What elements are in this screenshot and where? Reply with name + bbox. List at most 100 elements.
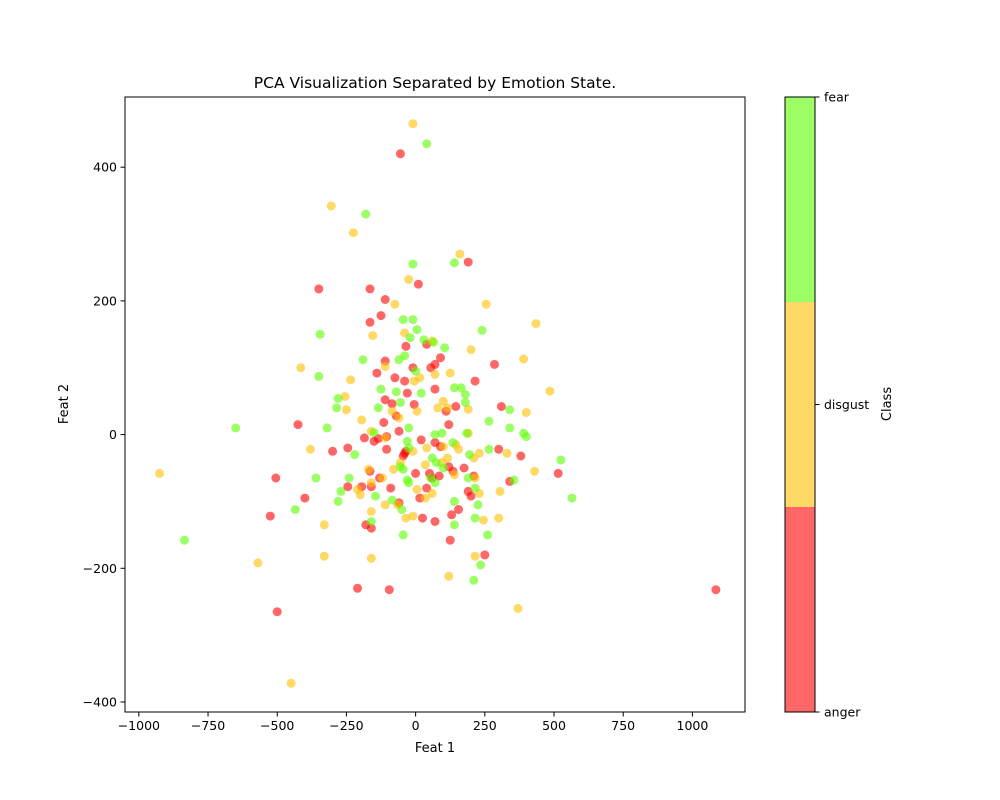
data-point-disgust	[438, 396, 448, 406]
colorbar: anger disgust fear	[784, 90, 869, 720]
data-point-disgust	[422, 443, 432, 453]
data-point-fear	[440, 343, 450, 353]
data-point-fear	[397, 505, 407, 514]
data-point-disgust	[545, 386, 555, 396]
data-point-anger	[418, 513, 427, 523]
colorbar-segment-disgust	[785, 302, 815, 507]
data-point-fear	[465, 450, 475, 460]
x-tick-label: −250	[329, 718, 363, 733]
data-point-fear	[408, 315, 418, 325]
data-point-disgust	[340, 392, 350, 401]
x-axis-ticks: −1000 −750 −500 −250 0 250 500 750 1000	[118, 712, 709, 733]
data-point-disgust	[433, 403, 443, 413]
data-point-disgust	[366, 507, 376, 516]
y-tick-label: 400	[93, 160, 117, 175]
data-point-fear	[398, 464, 408, 474]
data-point-anger	[411, 468, 421, 478]
data-point-anger	[400, 376, 410, 386]
data-point-anger	[365, 284, 375, 294]
data-point-anger	[494, 444, 504, 454]
data-point-fear	[473, 500, 483, 510]
data-point-disgust	[502, 448, 512, 458]
data-point-disgust	[478, 515, 488, 525]
data-point-disgust	[366, 478, 376, 488]
data-point-fear	[402, 436, 412, 446]
data-point-disgust	[253, 558, 263, 568]
data-point-disgust	[348, 228, 358, 238]
data-point-fear	[431, 458, 441, 468]
x-tick-label: 500	[542, 718, 566, 733]
data-point-disgust	[341, 405, 351, 415]
data-point-disgust	[420, 493, 430, 503]
colorbar-label: Class	[880, 387, 895, 421]
data-point-disgust	[286, 678, 296, 688]
data-point-anger	[445, 535, 455, 545]
data-point-anger	[394, 426, 404, 436]
data-point-fear	[448, 438, 458, 448]
data-point-disgust	[408, 511, 418, 521]
data-point-disgust	[494, 513, 504, 523]
data-point-anger	[516, 451, 526, 461]
y-tick-label: 200	[93, 293, 117, 308]
data-point-disgust	[474, 448, 484, 458]
data-point-fear	[387, 495, 397, 505]
scatter-points	[155, 119, 721, 688]
data-point-anger	[380, 395, 390, 405]
data-point-fear	[391, 387, 401, 397]
data-point-fear	[430, 430, 440, 440]
data-point-disgust	[380, 361, 390, 371]
data-point-anger	[401, 341, 411, 351]
data-point-fear	[476, 560, 486, 570]
data-point-anger	[459, 463, 469, 473]
data-point-anger	[430, 517, 440, 526]
data-point-fear	[180, 535, 189, 545]
data-point-fear	[332, 403, 342, 413]
data-point-anger	[265, 511, 275, 521]
colorbar-tick-label: anger	[824, 705, 861, 720]
data-point-anger	[413, 279, 423, 289]
data-point-anger	[380, 295, 390, 304]
data-point-fear	[505, 405, 515, 415]
data-point-anger	[416, 435, 426, 445]
data-point-disgust	[530, 466, 540, 476]
data-point-anger	[384, 585, 394, 595]
data-point-anger	[328, 446, 338, 456]
data-point-fear	[290, 505, 300, 514]
data-point-fear	[404, 478, 414, 488]
data-point-disgust	[319, 551, 329, 561]
data-point-anger	[447, 510, 457, 520]
data-point-fear	[477, 325, 487, 335]
y-tick-label: −400	[83, 694, 117, 709]
data-point-fear	[333, 394, 343, 403]
data-point-disgust	[346, 375, 356, 385]
data-point-fear	[462, 428, 472, 438]
data-point-disgust	[387, 406, 397, 416]
data-point-disgust	[466, 345, 476, 355]
data-point-disgust	[355, 490, 365, 500]
data-point-disgust	[319, 520, 329, 530]
x-tick-label: −1000	[118, 718, 160, 733]
data-point-anger	[395, 149, 405, 159]
data-point-disgust	[296, 363, 306, 373]
data-point-fear	[344, 473, 354, 483]
x-tick-label: 1000	[677, 718, 709, 733]
data-point-fear	[333, 496, 343, 506]
data-point-fear	[314, 371, 324, 381]
data-point-anger	[444, 420, 454, 430]
data-point-disgust	[357, 415, 367, 425]
x-tick-label: 0	[412, 718, 420, 733]
data-point-fear	[371, 491, 380, 501]
data-point-anger	[272, 607, 282, 617]
data-point-disgust	[394, 413, 404, 423]
data-point-disgust	[377, 473, 387, 483]
data-point-disgust	[454, 444, 463, 454]
x-axis-label: Feat 1	[415, 741, 455, 756]
data-point-fear	[411, 366, 421, 376]
data-point-anger	[454, 505, 463, 514]
colorbar-segment-fear	[785, 97, 815, 302]
data-point-anger	[353, 583, 362, 593]
data-point-fear	[422, 139, 432, 149]
data-point-anger	[343, 443, 353, 453]
data-point-disgust	[470, 473, 480, 483]
data-point-disgust	[380, 500, 390, 510]
